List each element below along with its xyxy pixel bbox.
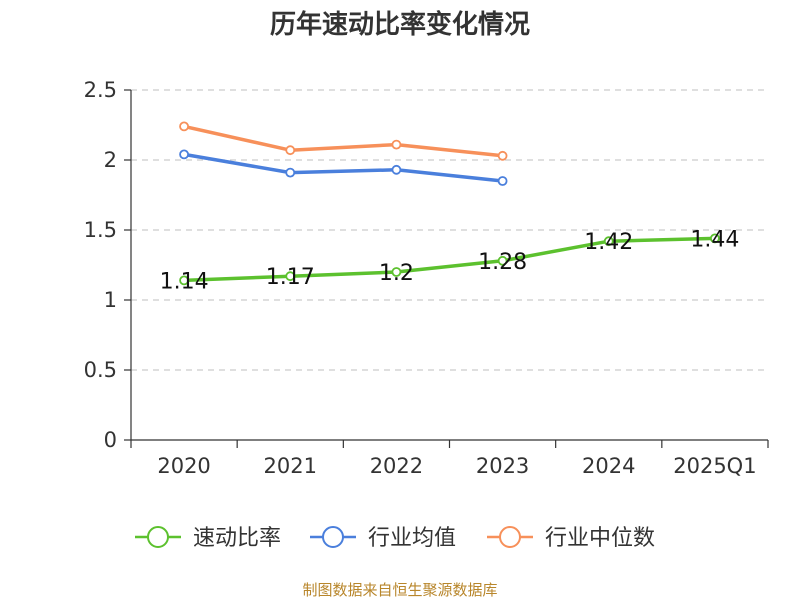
series-1 xyxy=(179,149,508,186)
series-0: 1.14 1.17 1.2 1.28 1.42 1.44 xyxy=(160,227,740,294)
data-label: 1.2 xyxy=(379,261,414,286)
y-tick-label: 1.5 xyxy=(84,218,117,242)
y-tick-label: 1 xyxy=(104,288,117,312)
data-point xyxy=(285,271,296,282)
y-tick-label: 2 xyxy=(104,148,117,172)
x-tick-label: 2021 xyxy=(264,454,317,478)
legend-label: 速动比率 xyxy=(193,526,281,551)
data-point xyxy=(603,236,614,247)
legend-item: 行业中位数 xyxy=(487,526,655,551)
legend-label: 行业均值 xyxy=(368,526,456,551)
legend-marker xyxy=(147,526,169,548)
series-line xyxy=(184,236,715,283)
x-tick-label: 2022 xyxy=(370,454,423,478)
data-label: 1.44 xyxy=(690,227,739,252)
legend: 速动比率 行业均值 行业中位数 xyxy=(135,526,655,551)
data-point xyxy=(391,139,402,150)
source-note: 制图数据来自恒生聚源数据库 xyxy=(302,581,497,599)
legend-marker xyxy=(499,526,521,548)
x-tick-label: 2024 xyxy=(582,454,635,478)
y-tick-label: 0.5 xyxy=(84,358,117,382)
data-point xyxy=(179,149,189,160)
series-line xyxy=(183,152,503,183)
data-point xyxy=(179,275,189,286)
x-tick-label: 2025Q1 xyxy=(673,454,756,478)
data-label: 1.42 xyxy=(584,230,633,255)
data-point xyxy=(710,233,720,244)
legend-marker xyxy=(322,526,344,548)
series-layer: 1.14 1.17 1.2 1.28 1.42 1.44 xyxy=(160,121,740,294)
axes: 0 0.5 1 1.5 2 2.5 2020 2021 2022 2023 2024 2025Q1 xyxy=(84,78,769,478)
data-point xyxy=(497,176,508,186)
data-point xyxy=(179,121,189,132)
series-2 xyxy=(179,121,508,161)
data-point xyxy=(497,255,508,266)
data-label: 1.14 xyxy=(160,269,209,294)
y-tick-label: 0 xyxy=(104,428,117,452)
data-point xyxy=(497,150,508,161)
y-tick-label: 2.5 xyxy=(84,78,117,102)
legend-label: 行业中位数 xyxy=(545,526,655,551)
series-line xyxy=(183,124,503,158)
data-point xyxy=(391,267,402,277)
data-point xyxy=(391,164,402,175)
data-label: 1.28 xyxy=(478,250,527,275)
data-point xyxy=(285,167,296,178)
data-point xyxy=(285,145,296,156)
legend-item: 速动比率 xyxy=(135,526,281,551)
data-label: 1.17 xyxy=(266,265,315,290)
legend-item: 行业均值 xyxy=(310,526,456,551)
grid-lines xyxy=(131,89,768,371)
x-tick-label: 2020 xyxy=(157,454,210,478)
chart-title: 历年速动比率变化情况 xyxy=(270,9,530,40)
x-tick-label: 2023 xyxy=(476,454,529,478)
